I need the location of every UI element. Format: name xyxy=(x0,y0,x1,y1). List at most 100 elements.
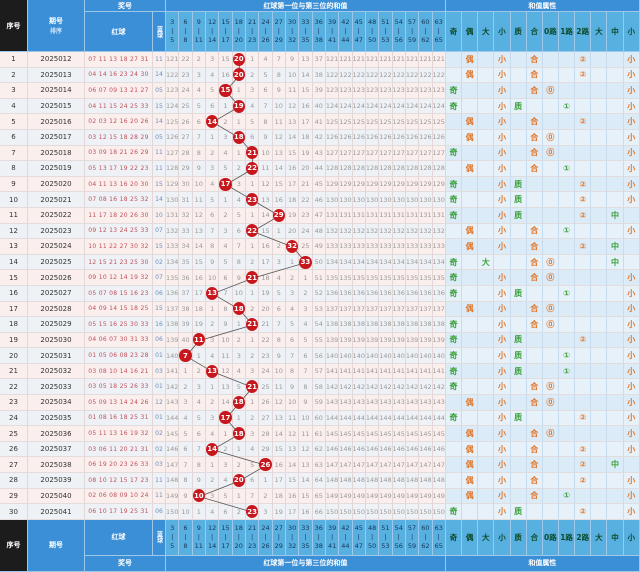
omission-cell: 147 xyxy=(432,457,446,474)
attr-cell xyxy=(478,223,495,240)
bin-low: 48 xyxy=(367,18,377,26)
omission-cell: 131 xyxy=(352,207,366,224)
omission-cell: 10 xyxy=(259,145,273,162)
sort-button[interactable]: 排序 xyxy=(49,28,62,35)
omission-cell: 16 xyxy=(299,98,313,115)
attr-cell: 奇 xyxy=(445,379,463,396)
attr-cell xyxy=(558,504,576,520)
row-issue: 2025026 xyxy=(28,270,85,286)
omission-cell: 138 xyxy=(405,317,420,333)
omission-cell: 24 xyxy=(179,83,193,99)
omission-cell: 142 xyxy=(379,379,393,396)
attr-cell: 合 xyxy=(526,379,543,396)
attr-cell: 小 xyxy=(494,98,511,115)
omission-cell: 148 xyxy=(379,473,393,489)
attr-cell xyxy=(558,270,576,286)
attr-cell xyxy=(445,426,463,442)
omission-cell: 126 xyxy=(392,129,406,146)
attr-cell: 合 xyxy=(526,270,543,286)
attr-cell: 小 xyxy=(623,473,640,489)
bin-high: 32 xyxy=(287,36,297,44)
blue-ball: 02 xyxy=(153,254,166,271)
attr-cell xyxy=(591,379,608,396)
bin-sep: | xyxy=(384,532,387,541)
footer-bin: 3 | 5 xyxy=(166,519,180,556)
bin-sep: | xyxy=(317,27,320,35)
omission-cell: 4 xyxy=(205,67,220,84)
footer-bin: 39 | 41 xyxy=(325,519,340,556)
header-seq: 序号 xyxy=(0,0,28,52)
attr-cell xyxy=(558,254,576,271)
omission-cell: 3 xyxy=(245,363,260,380)
omission-cell: 22 xyxy=(245,223,260,240)
attr-cell xyxy=(623,457,640,474)
attr-cell xyxy=(591,176,608,193)
attr-cell xyxy=(478,348,495,364)
bin-sep: | xyxy=(251,532,254,541)
omission-cell: 40 xyxy=(312,98,326,115)
bin-high: 29 xyxy=(274,36,283,44)
omission-cell: 3 xyxy=(192,67,206,84)
table-row: 20 2025031 01 05 06 08 23 28 01 140 7 1 4 11 3 2 23… xyxy=(0,348,640,364)
header-attr: 合 xyxy=(526,12,543,52)
attr-cell: 合 xyxy=(526,426,543,442)
bin-high: 41 xyxy=(327,36,337,44)
table-row: 23 2025034 05 09 13 14 24 26 12 143 3 4 2 14 18 1 2… xyxy=(0,395,640,411)
omission-cell: 5 xyxy=(205,192,220,208)
attr-route-mark: ⓪ xyxy=(542,317,559,333)
omission-cell: 29 xyxy=(259,441,273,458)
omission-cell: 1 xyxy=(205,379,220,396)
row-issue: 2025013 xyxy=(28,67,85,84)
omission-cell: 1 xyxy=(205,301,220,318)
omission-cell: 15 xyxy=(272,176,286,193)
attr-cell: 奇 xyxy=(445,98,463,115)
attr-cell: 小 xyxy=(623,129,640,146)
omission-cell: 1 xyxy=(245,332,260,349)
omission-cell: 135 xyxy=(365,270,380,286)
bin-high: 62 xyxy=(421,36,430,44)
omission-cell: 2 xyxy=(192,52,206,68)
omission-cell: 8 xyxy=(192,457,206,474)
omission-cell: 150 xyxy=(365,504,380,520)
bin-high: 53 xyxy=(381,541,390,550)
bin-high: 38 xyxy=(314,36,323,44)
omission-cell: 10 xyxy=(192,488,206,505)
omission-cell: 136 xyxy=(325,285,340,302)
omission-cell: 148 xyxy=(325,473,340,489)
attr-cell xyxy=(445,488,463,505)
attr-cell xyxy=(445,161,463,177)
attr-route-mark: ① xyxy=(558,98,576,115)
row-issue: 2025037 xyxy=(28,441,85,458)
row-issue: 2025035 xyxy=(28,410,85,427)
blue-ball: 07 xyxy=(153,270,166,286)
omission-cell: 14 xyxy=(192,239,206,255)
omission-cell: 148 xyxy=(339,473,353,489)
attr-route-mark: ② xyxy=(575,410,592,427)
omission-cell: 8 xyxy=(285,363,300,380)
omission-cell: 37 xyxy=(312,52,326,68)
red-balls: 03 05 18 25 26 33 xyxy=(85,379,153,396)
omission-cell: 146 xyxy=(365,441,380,458)
attr-cell xyxy=(510,317,527,333)
attr-cell: 奇 xyxy=(445,348,463,364)
omission-cell: 8 xyxy=(259,114,273,130)
omission-cell: 132 xyxy=(325,223,340,240)
header-bin: 33 | 35 xyxy=(299,12,313,52)
attr-cell xyxy=(591,441,608,458)
omission-cell: 6 xyxy=(192,114,206,130)
attr-cell: 奇 xyxy=(445,270,463,286)
attr-cell xyxy=(575,348,592,364)
omission-cell: 141 xyxy=(339,363,353,380)
omission-cell: 13 xyxy=(285,114,300,130)
omission-cell: 141 xyxy=(432,363,446,380)
omission-cell: 11 xyxy=(219,348,233,364)
omission-cell: 123 xyxy=(392,83,406,99)
omission-cell: 142 xyxy=(166,379,180,396)
table-row: 2 2025013 04 14 16 23 24 30 14 122 23 3 4 16 20 2 5… xyxy=(0,67,640,84)
table-row: 30 2025041 06 10 17 19 25 31 06 150 10 1 4 6 2 23 3… xyxy=(0,504,640,520)
omission-cell: 6 xyxy=(192,426,206,442)
header-attr-title: 和值属性 xyxy=(445,0,640,12)
row-issue: 2025029 xyxy=(28,317,85,333)
omission-cell: 21 xyxy=(245,145,260,162)
attr-cell xyxy=(462,270,479,286)
